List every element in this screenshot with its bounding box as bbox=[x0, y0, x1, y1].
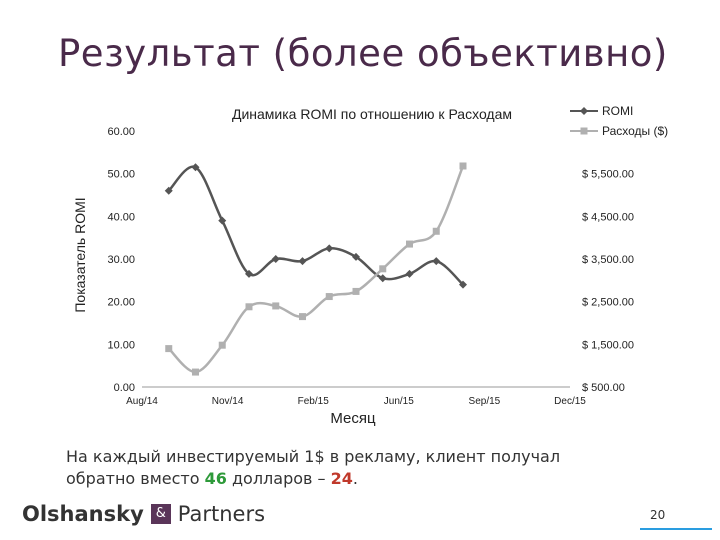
romi-point bbox=[218, 216, 227, 225]
caption-end: . bbox=[352, 469, 358, 488]
spend-point bbox=[218, 341, 226, 349]
spend-point bbox=[406, 240, 413, 248]
caption-mid: долларов – bbox=[226, 469, 331, 488]
legend-marker-square bbox=[580, 127, 588, 135]
y-left-tick-label: 20.00 bbox=[107, 297, 135, 309]
romi-point bbox=[352, 252, 360, 261]
chart-title: Динамика ROMI по отношению к Расходам bbox=[232, 106, 512, 122]
page-number: 20 bbox=[650, 508, 666, 522]
x-axis-label: Месяц bbox=[330, 410, 376, 427]
logo-text-left: Olshansky bbox=[22, 502, 144, 526]
logo-text-right: Partners bbox=[177, 502, 266, 526]
romi-point bbox=[298, 257, 307, 266]
y-right-tick-label: $ 3,500.00 bbox=[582, 254, 634, 266]
x-tick-label: Aug/14 bbox=[126, 396, 158, 407]
caption-line-1: На каждый инвестируемый 1$ в рекламу, кл… bbox=[66, 447, 561, 466]
company-logo: Olshansky & Partners bbox=[22, 502, 265, 526]
spend-point bbox=[299, 313, 306, 321]
spend-point bbox=[192, 368, 199, 376]
x-tick-label: Jun/15 bbox=[384, 396, 414, 407]
series-line-romi bbox=[167, 165, 464, 286]
romi-point bbox=[405, 269, 414, 278]
romi-point bbox=[432, 257, 441, 266]
footer-accent-line bbox=[640, 528, 712, 530]
romi-spend-chart: Динамика ROMI по отношению к Расходам 0.… bbox=[72, 104, 668, 427]
legend-marker-diamond bbox=[580, 107, 588, 115]
y-left-tick-label: 60.00 bbox=[107, 126, 135, 138]
y-left-tick-label: 30.00 bbox=[107, 254, 135, 266]
x-tick-label: Dec/15 bbox=[554, 396, 586, 407]
y-left-tick-label: 50.00 bbox=[107, 169, 135, 181]
romi-point bbox=[378, 274, 387, 283]
caption-line-2: обратно вместо 46 долларов – 24. bbox=[66, 468, 560, 490]
romi-point bbox=[325, 244, 334, 253]
y-left-tick-label: 40.00 bbox=[107, 211, 135, 223]
y-left-axis: 0.00 10.00 20.00 30.00 40.00 50.00 60.00 bbox=[107, 126, 135, 394]
spend-point bbox=[272, 302, 280, 310]
y-right-axis: $ 500.00 $ 1,500.00 $ 2,500.00 $ 3,500.00 $ … bbox=[582, 169, 634, 394]
x-tick-label: Feb/15 bbox=[298, 396, 330, 407]
romi-point bbox=[191, 163, 200, 172]
caption-value-new: 24 bbox=[330, 469, 353, 488]
romi-point bbox=[271, 255, 280, 263]
y-axis-label: Показатель ROMI bbox=[72, 197, 88, 312]
y-right-tick-label: $ 2,500.00 bbox=[582, 297, 634, 309]
caption-value-old: 46 bbox=[204, 469, 227, 488]
romi-point bbox=[164, 186, 173, 195]
y-right-tick-label: $ 500.00 bbox=[582, 382, 625, 394]
romi-point bbox=[245, 269, 253, 278]
romi-point bbox=[459, 280, 467, 289]
x-tick-label: Nov/14 bbox=[212, 396, 244, 407]
legend-label: ROMI bbox=[602, 104, 633, 118]
series-layer bbox=[164, 162, 467, 376]
chart-legend: ROMI Расходы ($) bbox=[570, 104, 668, 138]
x-tick-label: Sep/15 bbox=[469, 396, 501, 407]
slide-title: Результат (более объективно) bbox=[58, 32, 668, 75]
spend-point bbox=[379, 265, 387, 273]
logo-ampersand-badge: & bbox=[150, 504, 171, 524]
spend-point bbox=[432, 227, 440, 235]
caption-pre: обратно вместо bbox=[66, 469, 205, 488]
spend-point bbox=[459, 162, 467, 170]
spend-point bbox=[245, 303, 253, 311]
caption: На каждый инвестируемый 1$ в рекламу, кл… bbox=[66, 446, 560, 490]
legend-label: Расходы ($) bbox=[602, 124, 668, 138]
spend-point bbox=[165, 345, 173, 353]
x-axis: Aug/14 Nov/14 Feb/15 Jun/15 Sep/15 Dec/15 bbox=[126, 396, 586, 407]
y-right-tick-label: $ 4,500.00 bbox=[582, 211, 634, 223]
y-left-tick-label: 10.00 bbox=[107, 339, 135, 351]
spend-point bbox=[352, 287, 360, 295]
spend-point bbox=[325, 293, 333, 301]
y-right-tick-label: $ 1,500.00 bbox=[582, 339, 634, 351]
y-left-tick-label: 0.00 bbox=[114, 382, 135, 394]
y-right-tick-label: $ 5,500.00 bbox=[582, 169, 634, 181]
